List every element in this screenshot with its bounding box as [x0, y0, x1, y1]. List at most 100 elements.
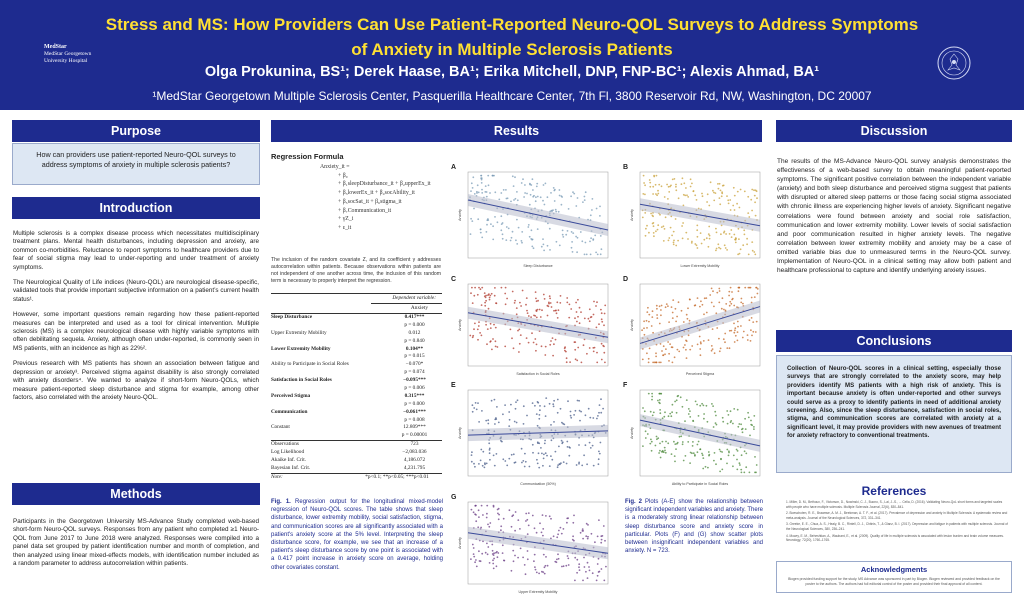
scatter-point: [519, 301, 521, 304]
scatter-point: [600, 541, 603, 544]
scatter-point: [578, 306, 581, 309]
scatter-point: [650, 438, 652, 441]
scatter-point: [682, 193, 685, 196]
scatter-point: [699, 305, 701, 308]
scatter-point: [540, 245, 543, 248]
scatter-point: [669, 226, 672, 229]
scatter-point: [565, 233, 568, 236]
table-stats: Observations 723 Log Likelihood −2,083.036 A…: [271, 441, 442, 473]
scatter-point: [747, 253, 750, 256]
scatter-point: [501, 544, 504, 547]
scatter-point: [514, 299, 516, 302]
scatter-point: [655, 304, 658, 307]
scatter-point: [685, 187, 687, 189]
scatter-point: [718, 301, 721, 304]
scatter-point: [484, 551, 487, 554]
scatter-point: [500, 529, 502, 532]
scatter-point: [663, 446, 666, 449]
scatter-point: [550, 424, 552, 426]
y-axis-label: Anxiety: [458, 537, 462, 549]
scatter-point: [558, 189, 561, 191]
scatter-point: [644, 437, 647, 439]
scatter-point: [736, 468, 739, 471]
scatter-point: [681, 441, 684, 443]
scatter-point: [665, 303, 668, 305]
scatter-point: [732, 454, 735, 457]
scatter-point: [484, 296, 487, 299]
scatter-point: [571, 241, 573, 243]
scatter-point: [721, 451, 723, 453]
scatter-point: [500, 525, 503, 528]
scatter-point: [514, 176, 516, 179]
medstar-logo: MedStar MedStar Georgetown University Ho…: [44, 44, 91, 65]
scatter-point: [588, 308, 591, 311]
scatter-point: [542, 238, 544, 240]
scatter-point: [520, 447, 523, 450]
scatter-point: [582, 579, 584, 582]
scatter-point: [504, 404, 506, 406]
scatter-point: [651, 392, 653, 395]
scatter-point: [652, 185, 655, 188]
table-stat-row: Observations 723: [271, 441, 442, 449]
scatter-point: [700, 342, 702, 345]
scatter-point: [567, 400, 569, 403]
scatter-point: [674, 400, 676, 403]
scatter-point: [703, 313, 705, 316]
scatter-point: [560, 439, 563, 442]
table-row-label: Ability to Participate in Social Roles: [271, 361, 349, 368]
scatter-point: [728, 294, 730, 297]
scatter-point: [524, 460, 527, 463]
scatter-point: [699, 404, 702, 407]
scatter-point: [699, 354, 702, 357]
scatter-point: [705, 237, 708, 240]
scatter-point: [682, 459, 685, 462]
scatter-point: [533, 553, 536, 556]
scatter-point: [591, 209, 593, 211]
scatter-point: [588, 347, 591, 349]
scatter-point: [733, 408, 736, 410]
scatter-point: [491, 543, 494, 546]
scatter-point: [730, 329, 733, 332]
scatter-point: [748, 286, 751, 289]
scatter-point: [732, 465, 734, 468]
scatter-point: [518, 328, 521, 331]
scatter-point: [732, 422, 734, 425]
scatter-point: [683, 182, 686, 185]
scatter-point: [736, 202, 738, 205]
scatter-point: [485, 191, 488, 193]
scatter-point: [559, 295, 562, 297]
scatter-point: [641, 216, 644, 219]
y-axis-label: Anxiety: [630, 427, 634, 439]
table-row-coef: −0.061***: [403, 408, 426, 415]
scatter-point: [542, 184, 545, 186]
scatter-point: [474, 286, 476, 289]
scatter-point: [596, 563, 599, 565]
scatter-point: [581, 530, 584, 532]
regression-table: Dependent variable: Anxiety Sleep Distur…: [271, 293, 442, 482]
reference-item: 1. Miller, D. M., Bethoux, F., Victorson…: [786, 500, 1003, 509]
scatter-point: [729, 209, 732, 211]
scatter-point: [580, 361, 583, 364]
scatter-svg: Ability to Participate in Social Roles An…: [630, 389, 761, 486]
scatter-svg: Lower Extremity Mobility Anxiety: [630, 171, 761, 268]
acknowledgments-text: Biogen provided funding support for the …: [788, 577, 1000, 586]
x-axis-label: Satisfaction in Social Roles: [516, 372, 560, 376]
scatter-point: [694, 243, 697, 245]
scatter-point: [537, 452, 540, 455]
scatter-point: [534, 291, 537, 293]
scatter-point: [566, 230, 569, 232]
scatter-point: [658, 452, 660, 454]
table-stat-label: Log Likelihood: [271, 449, 305, 456]
scatter-point: [600, 342, 603, 345]
scatter-point: [695, 199, 698, 201]
scatter-point: [516, 399, 519, 402]
scatter-point: [508, 411, 511, 413]
scatter-point: [473, 328, 475, 331]
scatter-point: [739, 464, 741, 466]
scatter-svg: Sleep Disturbance Anxiety: [458, 171, 609, 268]
scatter-point: [675, 189, 678, 192]
scatter-point: [569, 414, 572, 417]
scatter-point: [691, 445, 694, 447]
scatter-point: [538, 572, 540, 575]
scatter-point: [658, 399, 661, 401]
